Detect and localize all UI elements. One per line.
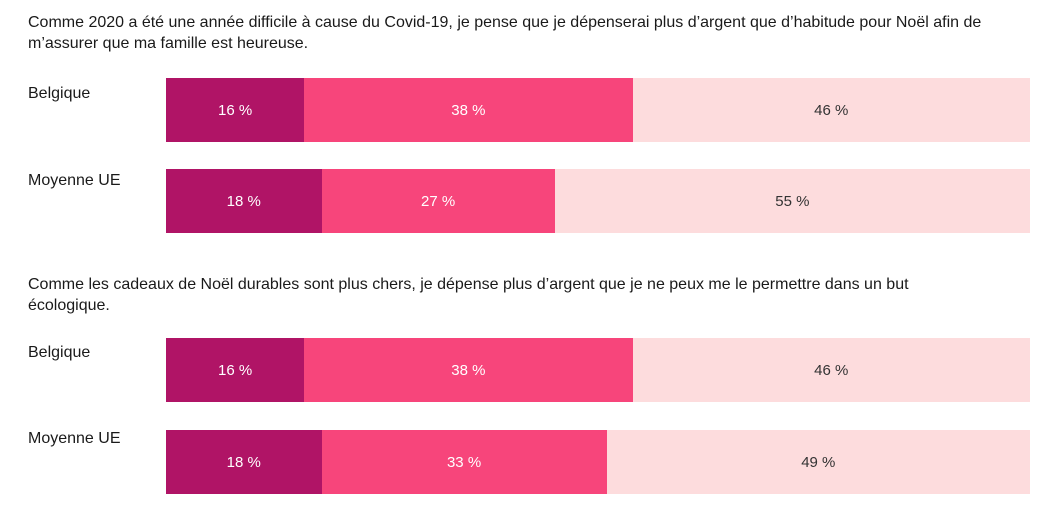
bar-segment-1: 16 %	[166, 338, 305, 402]
bar-segment-value-label: 38 %	[451, 101, 486, 119]
chart-1-title: Comme 2020 a été une année difficile à c…	[28, 14, 982, 52]
chart-2-bar-belgique: 16 % 38 % 46 %	[166, 338, 1030, 402]
bar-segment-value-label: 27 %	[421, 192, 456, 210]
bar-segment-value-label: 16 %	[218, 101, 253, 119]
bar-segment-value-label: 33 %	[446, 453, 482, 471]
bar-segment-2: 27 %	[321, 169, 555, 233]
bar-segment-value-label: 16 %	[218, 361, 253, 379]
bar-segment-3: 55 %	[554, 169, 1030, 233]
chart-1-bar-moyenne-ue: 18 % 27 % 55 %	[166, 169, 1030, 233]
bar-segment-2: 38 %	[304, 338, 633, 402]
bar-segment-1: 18 %	[166, 169, 322, 233]
chart-2-row-label-belgique: Belgique	[28, 344, 91, 361]
bar-segment-value-label: 46 %	[814, 361, 849, 379]
bar-segment-value-label: 38 %	[451, 361, 486, 379]
chart-1-bar-belgique: 16 % 38 % 46 %	[166, 78, 1030, 142]
bar-segment-3: 49 %	[606, 430, 1030, 494]
bar-segment-3: 46 %	[632, 78, 1030, 142]
bar-segment-value-label: 49 %	[801, 453, 836, 471]
bar-segment-2: 38 %	[304, 78, 633, 142]
chart-2-row-label-moyenne-ue: Moyenne UE	[28, 430, 121, 447]
chart-2-title: Comme les cadeaux de Noël durables sont …	[28, 276, 909, 314]
bar-segment-1: 18 %	[166, 430, 322, 494]
bar-segment-value-label: 46 %	[814, 101, 849, 119]
chart-1-row-label-belgique: Belgique	[28, 85, 91, 102]
chart-2-bar-moyenne-ue: 18 % 33 % 49 %	[166, 430, 1030, 494]
bar-segment-value-label: 18 %	[226, 192, 261, 210]
chart-1-row-label-moyenne-ue: Moyenne UE	[28, 172, 121, 189]
bar-segment-value-label: 55 %	[775, 192, 810, 210]
bar-segment-1: 16 %	[166, 78, 305, 142]
bar-segment-3: 46 %	[632, 338, 1030, 402]
bar-segment-2: 33 %	[321, 430, 607, 494]
bar-segment-value-label: 18 %	[226, 453, 261, 471]
